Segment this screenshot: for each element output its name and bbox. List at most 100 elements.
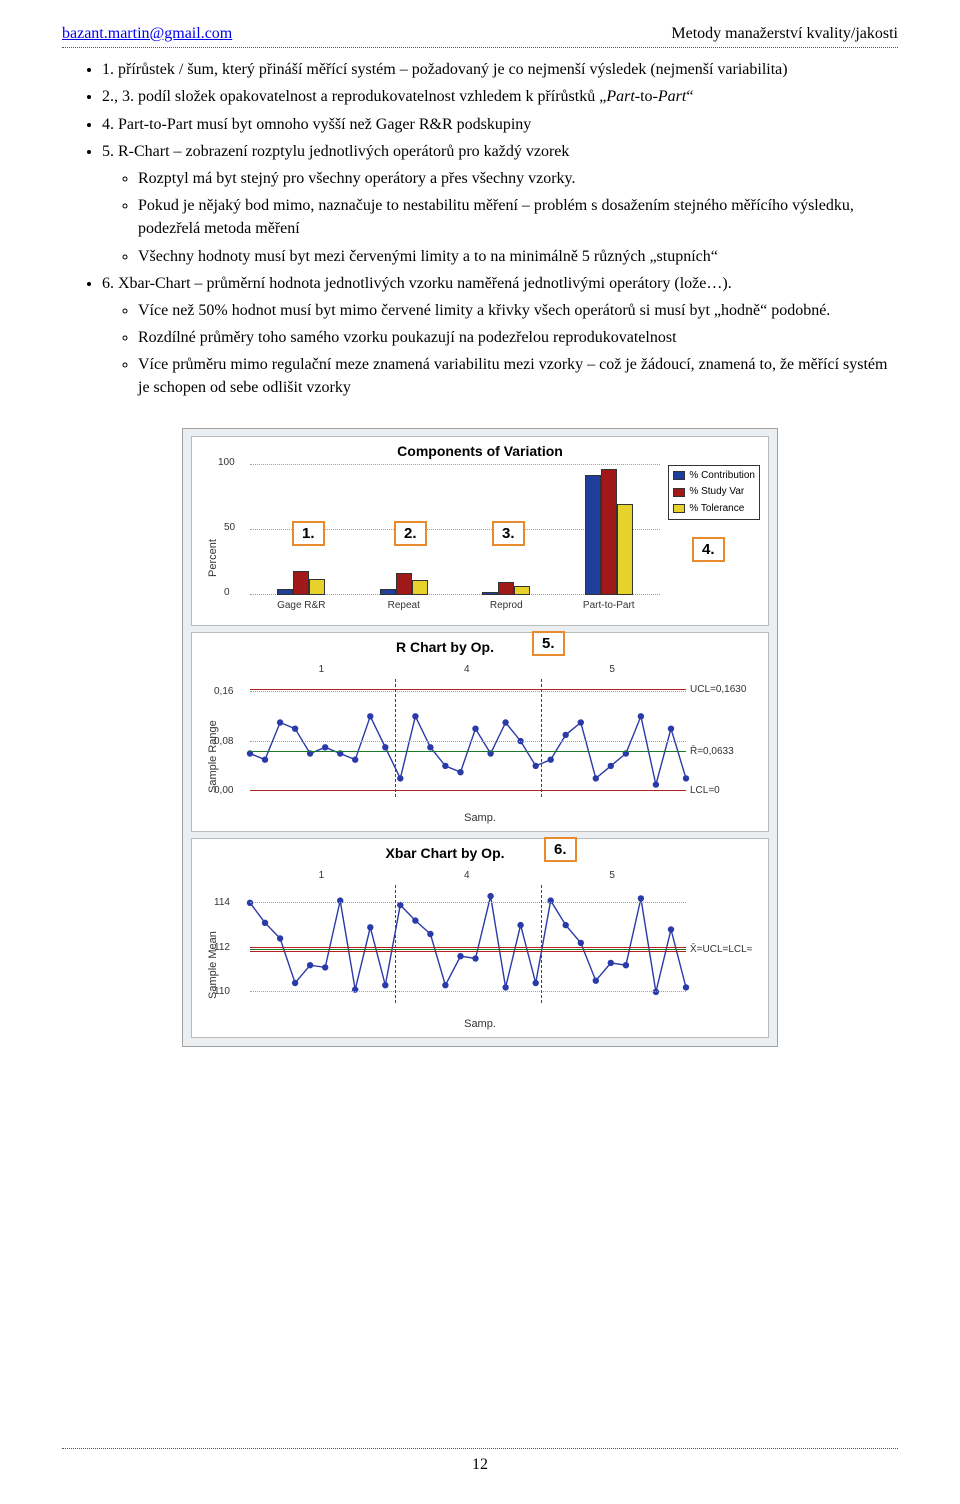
operator-separator (541, 885, 542, 1003)
series-line (250, 716, 686, 784)
series-marker (292, 725, 298, 731)
series-marker (442, 982, 448, 988)
series-line (250, 896, 686, 992)
series-marker (608, 959, 614, 965)
series-marker (427, 744, 433, 750)
series-marker (277, 935, 283, 941)
series-marker (533, 979, 539, 985)
bar (277, 589, 293, 594)
callout: 6. (544, 837, 577, 862)
legend-item: % Contribution (673, 469, 755, 484)
series-marker (292, 979, 298, 985)
y-axis-label: Sample Range (206, 720, 222, 793)
list-text: Více průměru mimo regulační meze znamená… (138, 356, 887, 396)
list-text: -to- (635, 88, 658, 105)
figure-container: Components of Variation 0 50 100 Gage R&… (182, 428, 778, 1047)
list-text: Rozptyl má byt stejný pro všechny operát… (138, 170, 576, 187)
series-marker (563, 922, 569, 928)
list-item: 4. Part-to-Part musí byt omnoho vyšší ne… (102, 113, 898, 136)
series-marker (683, 984, 689, 990)
y-tick: 114 (214, 896, 244, 911)
operator-tick: 1 (319, 869, 325, 884)
legend-item: % Study Var (673, 485, 755, 500)
series-marker (638, 895, 644, 901)
gridline (250, 464, 660, 465)
bar (482, 592, 498, 595)
reference-line (250, 951, 686, 952)
bar (601, 469, 617, 595)
series-marker (457, 953, 463, 959)
title-text: Xbar Chart by Op. (385, 845, 504, 861)
y-tick: 100 (218, 456, 235, 471)
legend-swatch (673, 471, 685, 480)
series-marker (307, 962, 313, 968)
series-marker (322, 964, 328, 970)
gridline (250, 902, 686, 903)
sub-list-item: Rozptyl má byt stejný pro všechny operát… (138, 167, 898, 190)
y-axis-label: Sample Mean (206, 931, 222, 999)
series-marker (668, 926, 674, 932)
series-marker (593, 775, 599, 781)
list-item: 1. přírůstek / šum, který přináší měřící… (102, 58, 898, 81)
list-text: 6. Xbar-Chart – průměrní hodnota jednotl… (102, 275, 732, 292)
italic-text: Part (606, 88, 634, 105)
reference-line (250, 751, 686, 752)
bar (293, 571, 309, 594)
legend-label: % Contribution (689, 469, 755, 484)
list-item: 6. Xbar-Chart – průměrní hodnota jednotl… (102, 272, 898, 400)
series-marker (502, 719, 508, 725)
email-link[interactable]: bazant.martin@gmail.com (62, 22, 232, 45)
operator-separator (395, 885, 396, 1003)
series-marker (352, 756, 358, 762)
header-rule (62, 47, 898, 48)
y-tick: 0,16 (214, 685, 244, 700)
chart-title: Xbar Chart by Op. (192, 839, 768, 863)
main-list: 1. přírůstek / šum, který přináší měřící… (62, 58, 898, 399)
x-axis-label: Samp. (464, 811, 496, 827)
series-marker (262, 756, 268, 762)
series-marker (457, 769, 463, 775)
x-tick: Reprod (476, 599, 536, 614)
legend-swatch (673, 504, 685, 513)
x-tick: Repeat (374, 599, 434, 614)
reference-label: R̄=0,0633 (686, 745, 734, 760)
series-marker (367, 713, 373, 719)
panel-xbar-chart: Xbar Chart by Op. 6. 110112114145X̄=UCL=… (191, 838, 769, 1038)
series-marker (578, 939, 584, 945)
series-marker (262, 919, 268, 925)
operator-tick: 5 (609, 869, 615, 884)
series-marker (653, 781, 659, 787)
series-marker (427, 930, 433, 936)
series-marker (623, 962, 629, 968)
series-marker (412, 713, 418, 719)
series-marker (277, 719, 283, 725)
list-text: Rozdílné průměry toho samého vzorku pouk… (138, 329, 677, 346)
series-marker (442, 762, 448, 768)
legend-swatch (673, 488, 685, 497)
callout: 3. (492, 521, 525, 546)
series-marker (533, 762, 539, 768)
line-chart-svg (250, 679, 686, 797)
chart-title: Components of Variation (192, 437, 768, 461)
bar (585, 475, 601, 595)
bar (396, 573, 412, 595)
legend-label: % Study Var (689, 485, 744, 500)
series-marker (608, 762, 614, 768)
series-marker (683, 775, 689, 781)
series-marker (517, 922, 523, 928)
series-marker (322, 744, 328, 750)
series-marker (593, 977, 599, 983)
list-text: “ (686, 88, 693, 105)
sub-list-item: Rozdílné průměry toho samého vzorku pouk… (138, 326, 898, 349)
bar (617, 504, 633, 595)
series-marker (412, 917, 418, 923)
operator-tick: 4 (464, 663, 470, 678)
series-marker (502, 984, 508, 990)
series-marker (487, 893, 493, 899)
gridline (250, 741, 686, 742)
operator-tick: 5 (609, 663, 615, 678)
reference-line (250, 949, 686, 950)
x-axis-label: Samp. (464, 1017, 496, 1033)
legend-item: % Tolerance (673, 502, 755, 517)
callout: 4. (692, 537, 725, 562)
